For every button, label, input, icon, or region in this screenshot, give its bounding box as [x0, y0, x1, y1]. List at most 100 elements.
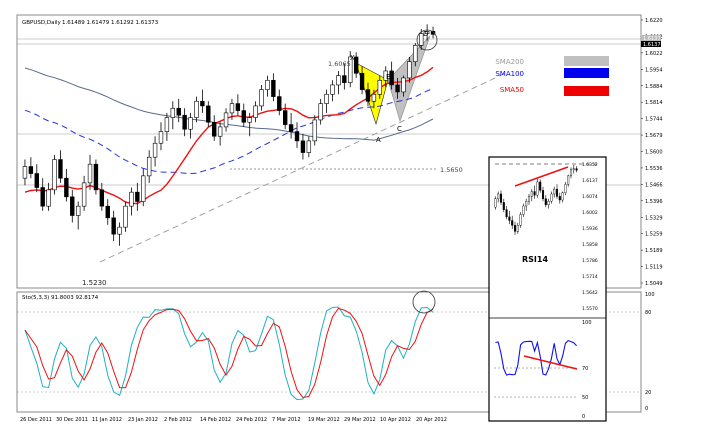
date-tick-label: 19 Mar 2012	[308, 417, 340, 423]
candle-body	[259, 89, 264, 107]
label-x: X	[350, 54, 355, 62]
inset-axis-label: 1.6137	[582, 178, 598, 184]
price-tick-label: 1.5466	[645, 182, 663, 188]
inset-rsi-trendline	[523, 355, 578, 370]
candle-body	[401, 77, 406, 93]
candles	[22, 24, 436, 246]
inset-candle-body	[550, 193, 553, 202]
candle-body	[141, 175, 146, 202]
candle-body	[170, 107, 176, 118]
inset-candle-body	[499, 193, 503, 203]
ohlc-label: 1.61489 1.61479 1.61292 1.61373	[62, 20, 159, 26]
candle-body	[294, 131, 300, 142]
inset-axis-label: 1.6074	[582, 194, 598, 200]
price-tick-label: 1.5119	[645, 265, 663, 271]
inset-axis-label: 1.6352	[582, 162, 598, 168]
inset-axis-label: 1.5858	[582, 242, 598, 248]
candle-body	[306, 140, 312, 153]
candle-body	[424, 31, 430, 34]
candle-body	[365, 89, 371, 102]
price-tick-label: 1.5814	[645, 100, 663, 106]
candle-body	[105, 205, 110, 219]
price-tag-1	[641, 35, 661, 41]
candle-body	[223, 112, 229, 128]
candle-body	[158, 131, 164, 144]
inset-candle-body	[519, 214, 522, 226]
candle-body	[330, 84, 335, 95]
candle-body	[75, 205, 81, 216]
inset-candle-body	[527, 196, 531, 202]
inset-rsi-axis-70: 70	[582, 366, 588, 372]
candle-body	[52, 159, 57, 191]
candle-body	[123, 205, 128, 228]
rsi-inset: RSI14 1.6352 1.6137 1.6074 1.6002 1.5936 1.58…	[488, 156, 607, 422]
candle-body	[46, 189, 51, 207]
sma200-line	[24, 67, 434, 141]
price-tick-label: 1.5600	[645, 150, 663, 156]
price-tick-label: 1.5049	[645, 281, 663, 287]
price-tick-label: 1.5536	[645, 166, 663, 172]
candle-body	[342, 75, 347, 83]
price-tick-label: 1.5954	[645, 67, 663, 73]
candle-body	[164, 117, 170, 132]
candle-body	[229, 103, 235, 114]
candle-body	[359, 72, 365, 90]
price-tick-label: 1.6220	[645, 18, 663, 24]
candle-body	[129, 191, 134, 207]
candle-body	[377, 79, 383, 95]
candle-body	[81, 182, 87, 207]
legend-sma200-label: SMA200	[495, 58, 524, 66]
support-label: 1.5650	[440, 166, 463, 174]
candle-body	[34, 173, 39, 188]
inset-candle-body	[508, 216, 511, 221]
candle-body	[371, 93, 377, 102]
candle-body	[324, 93, 329, 104]
inset-candle-body	[541, 190, 545, 199]
inset-frame	[488, 156, 607, 422]
candle-body	[353, 56, 359, 74]
x-value-label: 1.6065	[328, 60, 351, 68]
stoch-main-line	[24, 306, 434, 401]
candle-body	[419, 33, 424, 46]
candle-body	[146, 156, 152, 177]
candle-body	[99, 189, 105, 207]
candle-body	[265, 79, 270, 90]
stoch-axis-100: 100	[645, 292, 655, 298]
label-d: D	[423, 30, 428, 38]
legend-sma50-swatch	[564, 86, 609, 96]
candle-body	[253, 105, 258, 118]
legend-sma100-swatch	[564, 68, 609, 78]
inset-candle-body	[525, 201, 528, 207]
candle-body	[217, 126, 223, 137]
candle-body	[40, 187, 45, 207]
inset-axis-label: 1.5714	[582, 274, 598, 280]
price-tick-label: 1.5396	[645, 199, 663, 205]
date-tick-label: 14 Feb 2012	[200, 417, 231, 423]
stoch-highlight-circle	[412, 290, 436, 314]
candle-body	[70, 196, 75, 216]
sma100-line	[24, 88, 434, 175]
candle-body	[58, 159, 63, 179]
candle-body	[117, 226, 122, 235]
candle-body	[413, 45, 418, 62]
inset-title: RSI14	[522, 255, 548, 264]
candle-body	[282, 110, 288, 125]
inset-candle-body	[505, 209, 508, 218]
candle-body	[200, 100, 205, 107]
candle-body	[176, 107, 181, 116]
inset-candle-body	[511, 220, 514, 226]
label-a: A	[376, 136, 381, 144]
label-b: B	[386, 73, 391, 81]
inset-rsi-axis-50: 50	[582, 395, 588, 401]
inset-candle-body	[575, 168, 578, 171]
inset-price-axis: 1.6352 1.6137 1.6074 1.6002 1.5936 1.5858 1.57…	[582, 162, 598, 312]
date-tick-label: 26 Dec 2011	[20, 417, 52, 423]
candle-body	[277, 96, 282, 111]
inset-candle-body	[533, 191, 536, 196]
candle-body	[206, 105, 211, 123]
price-tick-label: 1.5679	[645, 133, 663, 139]
date-tick-label: 29 Mar 2012	[344, 417, 376, 423]
candle-body	[312, 119, 317, 142]
candle-body	[28, 166, 34, 174]
candle-body	[235, 103, 241, 111]
